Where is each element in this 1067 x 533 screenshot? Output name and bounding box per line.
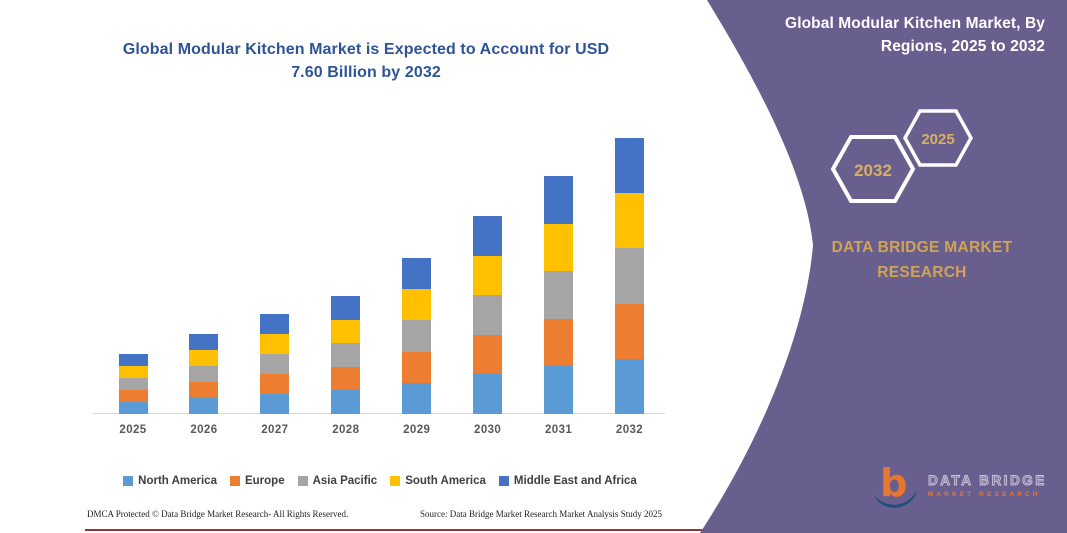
legend-label: North America — [138, 475, 217, 487]
legend-swatch — [297, 476, 308, 486]
x-tick-label: 2028 — [332, 424, 360, 436]
bar-segment — [260, 314, 290, 335]
legend-label: Middle East and Africa — [513, 475, 637, 487]
side-panel-title: Global Modular Kitchen Market, By Region… — [785, 15, 1045, 56]
legend-swatch — [498, 476, 509, 486]
bar-segment — [118, 390, 148, 403]
legend-item: Asia Pacific — [297, 475, 378, 487]
bar-segment — [473, 255, 503, 296]
legend-item: Europe — [229, 475, 285, 487]
x-tick-label: 2031 — [544, 424, 573, 436]
legend-label: Asia Pacific — [312, 475, 378, 487]
bar-segment — [402, 257, 432, 290]
bar-segment — [544, 176, 574, 224]
bar-segment — [189, 366, 219, 383]
bar-segment — [402, 289, 432, 321]
bar-segment — [473, 374, 503, 414]
logo-tagline: MARKET RESEARCH — [928, 490, 1041, 498]
hexagon-badges: 2032 2025 — [830, 109, 974, 203]
bar-segment — [118, 378, 148, 391]
brand-wordmark: DATA BRIDGE MARKET RESEARCH — [831, 239, 1013, 281]
bar-segment — [118, 402, 148, 414]
legend-label: Europe — [244, 475, 285, 487]
bar-segment — [544, 366, 574, 414]
bar-segment — [402, 320, 432, 352]
bar-segment — [260, 334, 290, 355]
legend-item: North America — [123, 475, 217, 487]
hexagon-year-back: 2032 — [854, 161, 892, 180]
bar-segment — [544, 223, 574, 272]
bar-segment — [189, 382, 219, 399]
x-tick-label: 2029 — [403, 424, 431, 436]
bar-segment — [260, 394, 290, 414]
bar-segment — [189, 334, 219, 351]
side-panel-shape — [700, 0, 1067, 533]
legend-swatch — [390, 476, 401, 486]
bar-segment — [260, 354, 290, 375]
chart-legend: North America Europe Asia Pacific South Ame… — [60, 470, 700, 492]
legend-swatch — [229, 476, 240, 486]
bar-segment — [615, 193, 644, 249]
x-tick-label: 2027 — [261, 424, 289, 436]
bar-segment — [615, 303, 644, 359]
hexagon-year-front: 2025 — [921, 131, 954, 148]
bar-segment — [402, 351, 432, 383]
x-tick-label: 2025 — [119, 424, 147, 436]
bar-segment — [118, 366, 148, 379]
hexagon-2032 — [830, 135, 916, 203]
logo-swoosh — [873, 490, 917, 508]
dmca-notice: DMCA Protected © Data Bridge Market Rese… — [87, 509, 349, 519]
chart-title: Global Modular Kitchen Market is Expecte… — [60, 38, 672, 84]
bar-segment — [331, 390, 361, 414]
bar-segment — [544, 318, 574, 367]
bar-segment — [615, 248, 644, 304]
source-note: Source: Data Bridge Market Research Mark… — [420, 509, 662, 519]
dbmr-logo: b DATA BRIDGE MARKET RESEARCH — [870, 458, 1047, 512]
dbmr-logo-icon: b — [873, 461, 917, 508]
bar-segment — [331, 343, 361, 367]
logo-text: DATA BRIDGE MARKET RESEARCH — [928, 472, 1047, 498]
bottom-divider-line — [85, 529, 707, 531]
hexagon-2025 — [902, 109, 974, 167]
logo-name: DATA BRIDGE — [928, 472, 1047, 488]
bar-segment — [189, 350, 219, 367]
legend-label: South America — [405, 475, 486, 487]
legend-item: South America — [390, 475, 486, 487]
x-tick-label: 2032 — [615, 424, 644, 436]
bar-segment — [331, 319, 361, 344]
legend-item: Middle East and Africa — [498, 475, 637, 487]
bar-segment — [544, 271, 574, 319]
bar-segment — [189, 398, 219, 414]
x-axis-line — [93, 413, 665, 414]
bar-segment — [118, 354, 148, 367]
bar-segment — [615, 358, 644, 414]
x-tick-label: 2030 — [474, 424, 502, 436]
chart-title-line2: 7.60 Billion by 2032 — [291, 64, 441, 82]
bar-segment — [402, 382, 432, 414]
chart-title-line1: Global Modular Kitchen Market is Expecte… — [122, 41, 610, 58]
bar-segment — [331, 295, 361, 320]
bar-segment — [473, 295, 503, 335]
bar-segment — [473, 334, 503, 375]
x-tick-label: 2026 — [190, 424, 218, 436]
bar-segment — [260, 374, 290, 395]
bar-segment — [615, 137, 644, 194]
logo-monogram-b: b — [880, 461, 907, 506]
legend-swatch — [123, 476, 134, 486]
bar-segment — [331, 366, 361, 391]
bar-segment — [473, 216, 503, 256]
